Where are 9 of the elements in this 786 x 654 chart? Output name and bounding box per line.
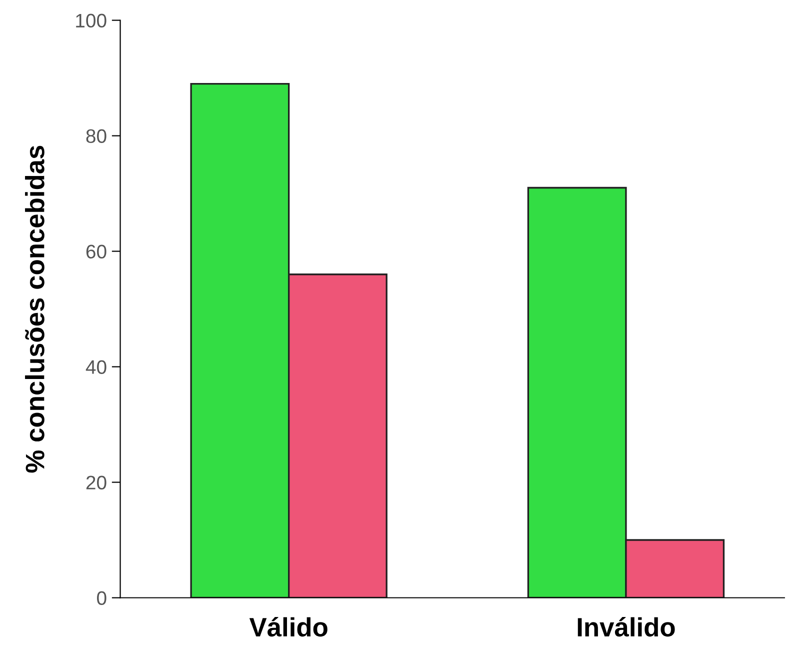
- y-tick-label: 0: [97, 591, 106, 605]
- y-tick-label: 40: [86, 360, 106, 374]
- x-tick-label: Inválido: [578, 616, 675, 637]
- y-tick-label: 60: [86, 244, 106, 259]
- y-tick-label: 80: [86, 129, 106, 144]
- y-axis-title: % conclusões concebidas: [25, 146, 44, 473]
- y-tick-label: 100: [76, 14, 106, 28]
- y-tick-label: 20: [86, 476, 106, 490]
- x-tick-label: Válido: [249, 616, 328, 637]
